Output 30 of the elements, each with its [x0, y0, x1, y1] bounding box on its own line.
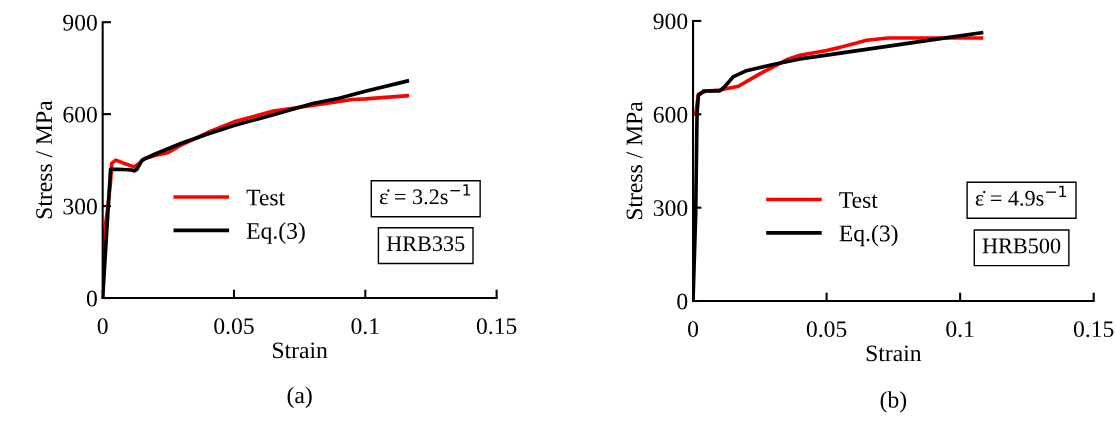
y-tick-label: 0 [86, 290, 97, 307]
x-axis-title: Strain [273, 342, 328, 359]
annotation: HRB335 [386, 236, 465, 252]
y-tick-label: 0 [677, 293, 688, 310]
legend-label: Eq.(3) [839, 224, 898, 247]
text: (b) [880, 391, 907, 413]
y-axis-title: Stress / MPa [626, 101, 643, 220]
x-tick-label: 0 [688, 321, 699, 338]
y-tick-label: 600 [653, 106, 688, 123]
x-tick-label: 0 [97, 318, 108, 335]
legend-label: Test [246, 189, 285, 206]
y-tick-label: 900 [63, 14, 97, 31]
annotation: HRB500 [982, 238, 1061, 254]
y-tick-label: 300 [653, 200, 688, 217]
x-tick-label: 0.05 [214, 318, 254, 335]
x-tick-label: 0.15 [1073, 321, 1114, 338]
y-tick-label: 900 [653, 13, 688, 30]
annotation: ε̇ = 4.9s$^{−1}$ [975, 185, 1067, 206]
x-axis-title: Strain [866, 345, 922, 362]
legend-label: Eq.(3) [246, 222, 305, 244]
y-tick-label: 600 [63, 106, 97, 123]
x-tick-label: 0.1 [351, 318, 379, 335]
y-axis-title: Stress / MPa [36, 100, 53, 219]
legend-label: Test [839, 192, 878, 209]
x-tick-label: 0.05 [806, 321, 847, 338]
annotation: ε̇ = 3.2s$^{−1}$ [379, 184, 471, 205]
x-tick-label: 0.15 [476, 318, 517, 335]
y-tick-label: 300 [63, 198, 97, 215]
x-tick-label: 0.1 [946, 321, 974, 338]
text: (a) [287, 386, 312, 409]
